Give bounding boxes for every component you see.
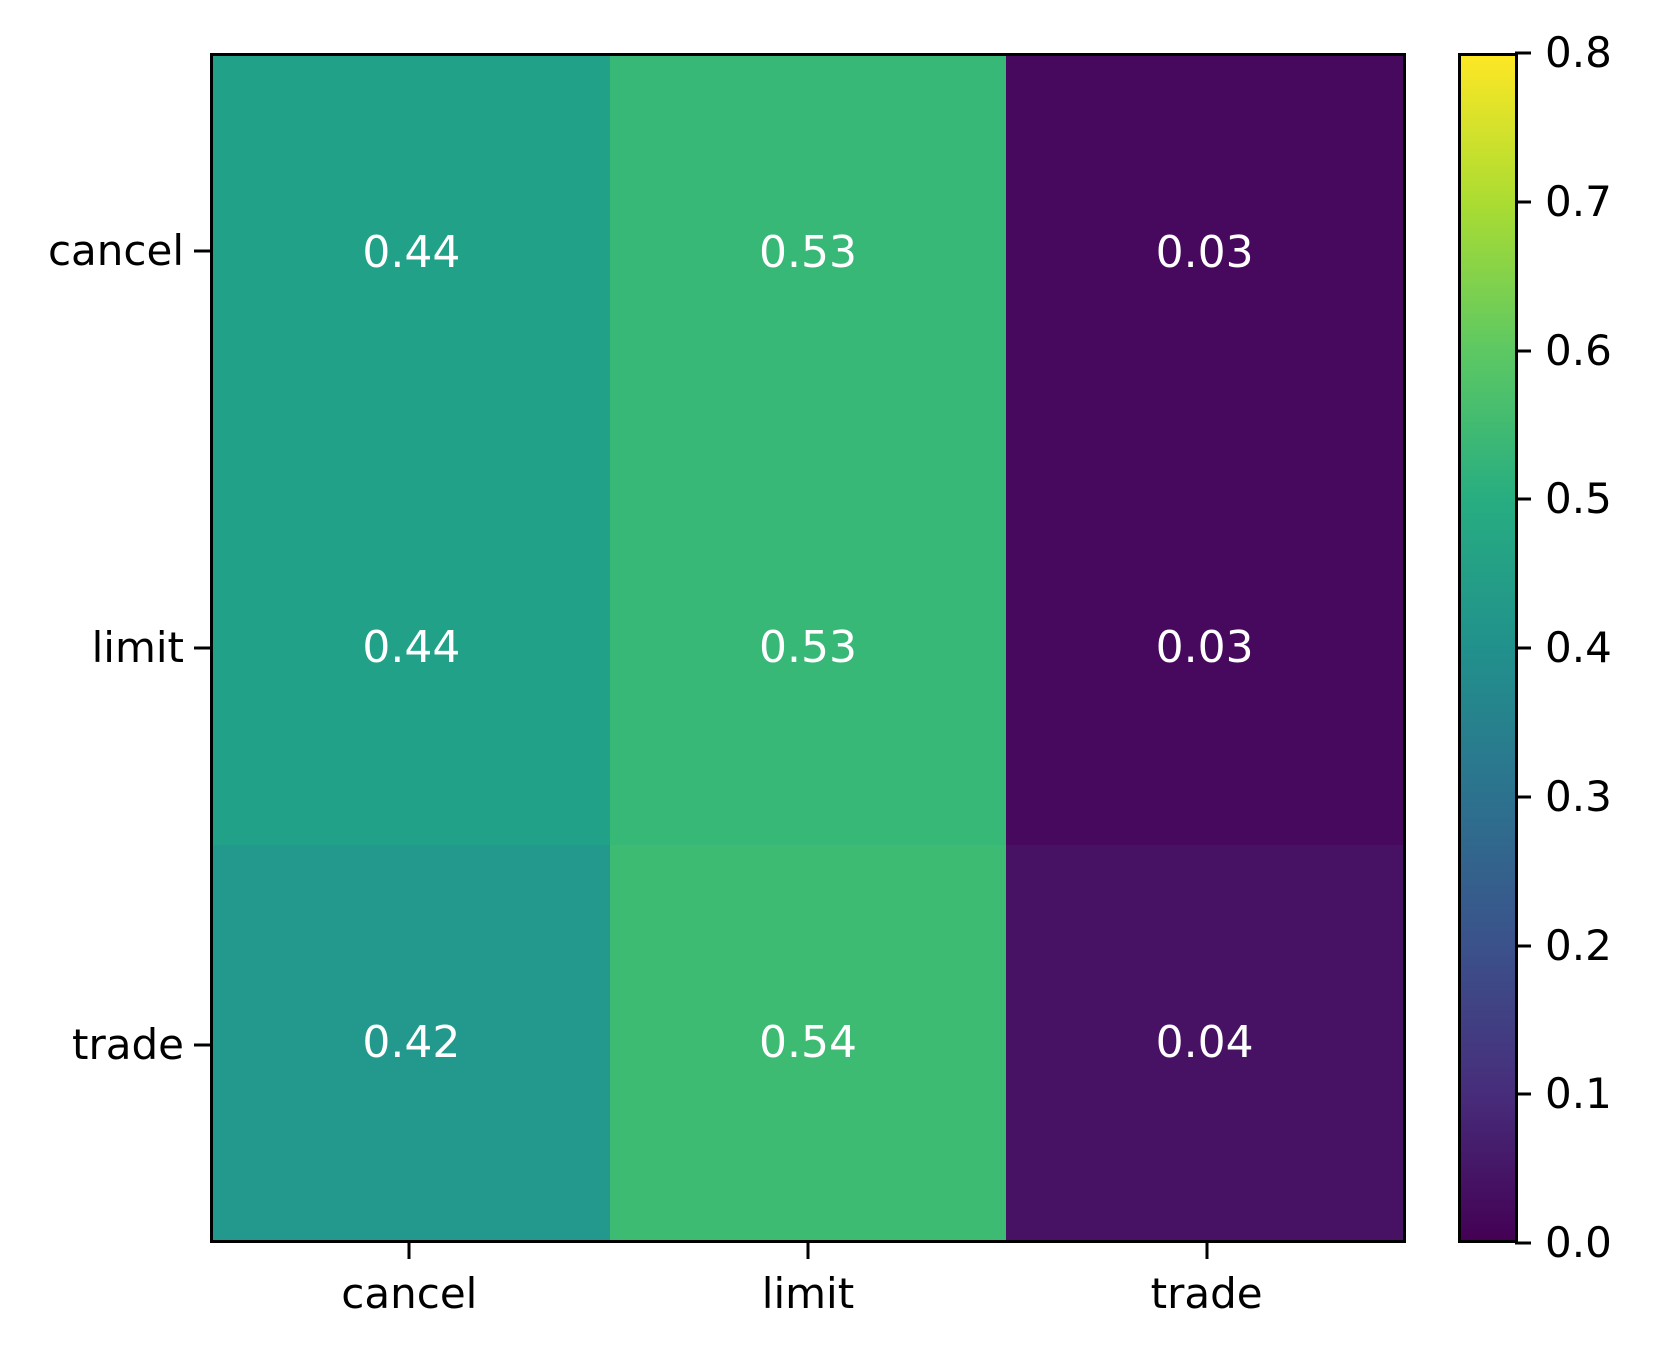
y-axis: cancel limit trade [0, 53, 210, 1243]
heatmap-cell-cancel-trade: 0.03 [1006, 56, 1403, 451]
cell-value: 0.44 [362, 621, 461, 673]
y-tick-label-limit: limit [91, 623, 184, 672]
heatmap-cell-trade-cancel: 0.42 [213, 845, 610, 1240]
colorbar-tick-label: 0.2 [1545, 920, 1612, 970]
colorbar-tick-mark [1515, 1092, 1531, 1096]
cell-value: 0.54 [759, 1016, 857, 1068]
colorbar-tick-label: 0.8 [1545, 28, 1612, 77]
cell-value: 0.53 [759, 227, 857, 279]
colorbar-tick-label: 0.5 [1545, 474, 1612, 524]
y-tick-mark [194, 249, 210, 253]
colorbar-tick-label: 0.1 [1545, 1069, 1612, 1119]
cell-value: 0.03 [1155, 227, 1254, 279]
colorbar-tick-label: 0.7 [1545, 176, 1612, 226]
heatmap-cell-trade-trade: 0.04 [1006, 845, 1403, 1240]
cell-value: 0.53 [759, 621, 857, 673]
cell-value: 0.44 [362, 227, 461, 279]
cell-value: 0.03 [1155, 621, 1254, 673]
x-tick-mark [1205, 1243, 1209, 1259]
colorbar-axis: 0.8 0.7 0.6 0.5 0.4 0.3 0.2 0.1 0.0 [1515, 32, 1660, 1264]
colorbar-tick-mark [1515, 1241, 1531, 1245]
colorbar-tick-mark [1515, 200, 1531, 204]
y-tick-label-trade: trade [72, 1019, 184, 1069]
heatmap-cell-limit-cancel: 0.44 [213, 450, 610, 846]
y-tick-label-cancel: cancel [47, 226, 184, 276]
colorbar-tick-mark [1515, 497, 1531, 501]
heatmap-plot: 0.44 0.53 0.03 0.44 0.53 0.03 0.42 0.54 … [210, 53, 1406, 1243]
heatmap-cell-cancel-cancel: 0.44 [213, 56, 610, 451]
y-tick-mark [194, 1043, 210, 1047]
colorbar-tick-label: 0.3 [1545, 771, 1612, 821]
colorbar [1458, 53, 1518, 1243]
y-tick-mark [194, 646, 210, 650]
colorbar-tick-mark [1515, 349, 1531, 352]
x-tick-label-cancel: cancel [341, 1269, 478, 1318]
colorbar-tick-label: 0.6 [1545, 325, 1612, 375]
colorbar-tick-mark [1515, 646, 1531, 650]
x-tick-label-limit: limit [761, 1269, 855, 1318]
x-tick-mark [407, 1243, 411, 1259]
x-tick-mark [806, 1243, 810, 1259]
heatmap-cell-trade-limit: 0.54 [609, 845, 1007, 1240]
colorbar-tick-label: 0.0 [1545, 1218, 1612, 1267]
colorbar-tick-label: 0.4 [1545, 623, 1612, 672]
cell-value: 0.04 [1155, 1016, 1254, 1068]
x-axis: cancel limit trade [210, 1243, 1406, 1353]
colorbar-tick-mark [1515, 795, 1531, 799]
colorbar-tick-mark [1515, 944, 1531, 947]
cell-value: 0.42 [362, 1016, 461, 1068]
colorbar-tick-mark [1515, 51, 1531, 55]
x-tick-label-trade: trade [1150, 1269, 1263, 1318]
heatmap-cell-limit-trade: 0.03 [1006, 450, 1403, 846]
heatmap-cell-limit-limit: 0.53 [609, 450, 1007, 846]
heatmap-cell-cancel-limit: 0.53 [609, 56, 1007, 451]
